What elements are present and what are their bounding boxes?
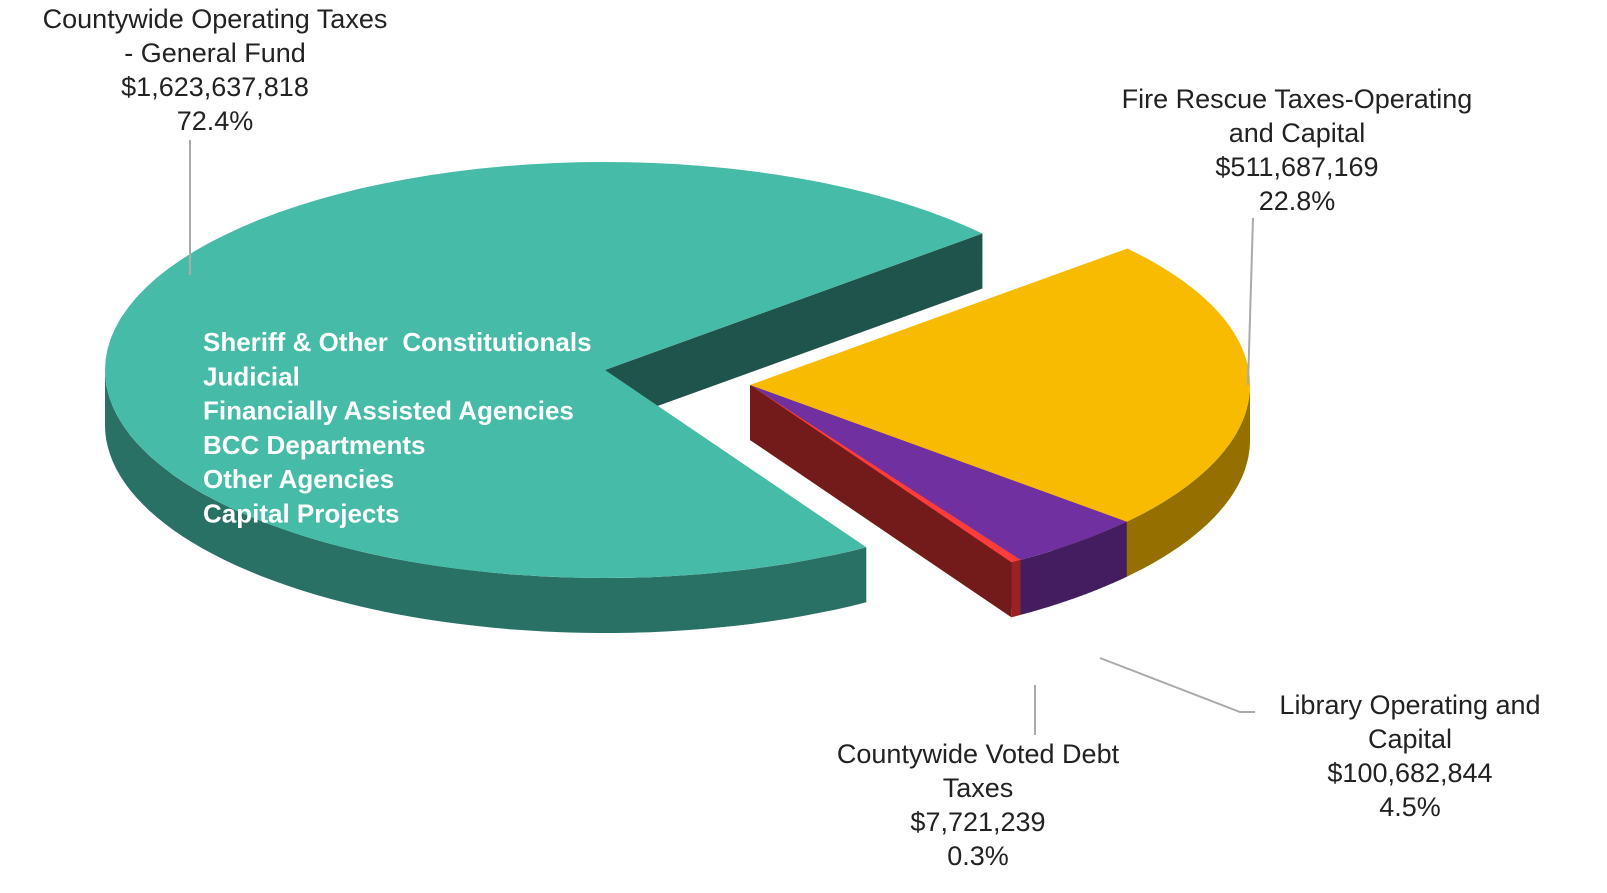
percent-label: 72.4% [176, 106, 254, 136]
slice-label: Library Operating and Capital $100,682,84… [1268, 688, 1553, 824]
leader-lines [189, 140, 1255, 735]
leader-line [1247, 217, 1254, 386]
slice-annotation: BCC Departments [203, 430, 426, 460]
slice [105, 162, 983, 578]
category-name: Fire Rescue Taxes-Operating and Capital [1121, 84, 1473, 148]
slice [750, 248, 1250, 522]
slice-label: Countywide Operating Taxes - General Fun… [37, 2, 393, 138]
percent-label: 0.3% [947, 841, 1009, 871]
slice-face [605, 233, 983, 425]
slice-annotation: Judicial [203, 361, 300, 391]
slice-annotation: Financially Assisted Agencies [203, 396, 574, 426]
value-label: $7,721,239 [910, 807, 1046, 837]
slice-label: Fire Rescue Taxes-Operating and Capital $… [1112, 82, 1482, 218]
leader-line [1099, 657, 1255, 713]
value-label: $1,623,637,818 [121, 72, 309, 102]
slice-label: Countywide Voted Debt Taxes $7,721,239 0.3… [826, 737, 1131, 873]
slice-annotation: Other Agencies [203, 464, 394, 494]
annotations: Sheriff & Other Constitutionals Judicial F… [203, 327, 592, 529]
value-label: $100,682,844 [1327, 758, 1493, 788]
percent-label: 22.8% [1258, 186, 1336, 216]
slice-side [1020, 521, 1127, 615]
slice-side [1126, 385, 1250, 577]
slice-face [750, 385, 1012, 618]
slice-side [1011, 559, 1021, 618]
category-name: Countywide Operating Taxes - General Fun… [42, 4, 388, 68]
slice-annotation: Sheriff & Other Constitutionals [203, 327, 592, 357]
category-name: Countywide Voted Debt Taxes [836, 739, 1120, 803]
category-name: Library Operating and Capital [1279, 690, 1541, 754]
percent-label: 4.5% [1379, 792, 1441, 822]
slice [750, 385, 1021, 563]
slice-annotation: Capital Projects [203, 499, 400, 529]
slice-side [105, 370, 867, 633]
slice [750, 385, 1127, 560]
value-label: $511,687,169 [1215, 152, 1379, 182]
pie [105, 162, 1250, 633]
